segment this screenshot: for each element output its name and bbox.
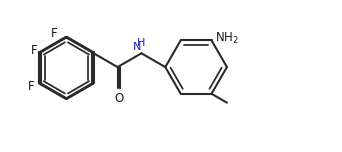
- Text: H: H: [137, 38, 146, 48]
- Text: F: F: [31, 44, 37, 57]
- Text: NH$_2$: NH$_2$: [215, 31, 239, 46]
- Text: F: F: [28, 80, 35, 93]
- Text: O: O: [114, 92, 123, 105]
- Text: F: F: [51, 27, 57, 40]
- Text: N: N: [133, 42, 141, 52]
